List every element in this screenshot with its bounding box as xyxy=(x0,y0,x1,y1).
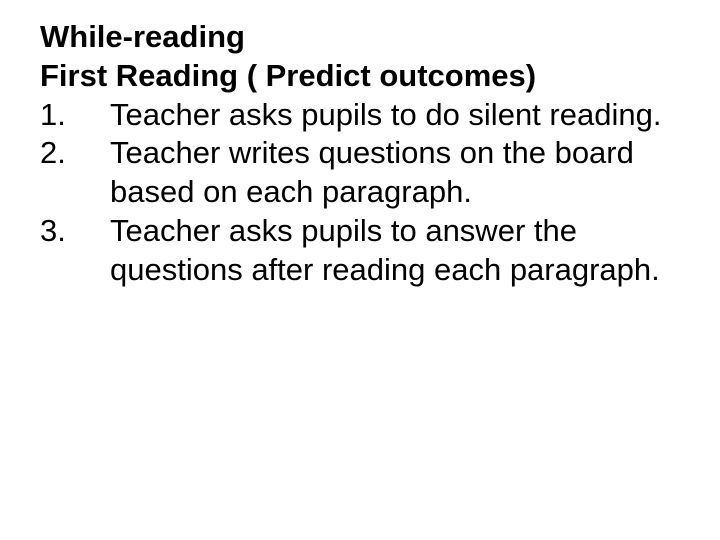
list-item: 2. Teacher writes questions on the board… xyxy=(40,134,680,212)
numbered-list: 1. Teacher asks pupils to do silent read… xyxy=(40,96,680,290)
heading-line-1: While-reading xyxy=(40,18,680,57)
list-item: 3. Teacher asks pupils to answer the que… xyxy=(40,212,680,290)
slide: While-reading First Reading ( Predict ou… xyxy=(0,0,720,540)
list-item-number: 3. xyxy=(40,212,110,290)
list-item-number: 1. xyxy=(40,96,110,135)
heading-line-2: First Reading ( Predict outcomes) xyxy=(40,57,680,96)
list-item-text: Teacher asks pupils to answer the questi… xyxy=(110,212,680,290)
list-item-number: 2. xyxy=(40,134,110,212)
list-item-text: Teacher writes questions on the board ba… xyxy=(110,134,680,212)
list-item-text: Teacher asks pupils to do silent reading… xyxy=(110,96,680,135)
list-item: 1. Teacher asks pupils to do silent read… xyxy=(40,96,680,135)
